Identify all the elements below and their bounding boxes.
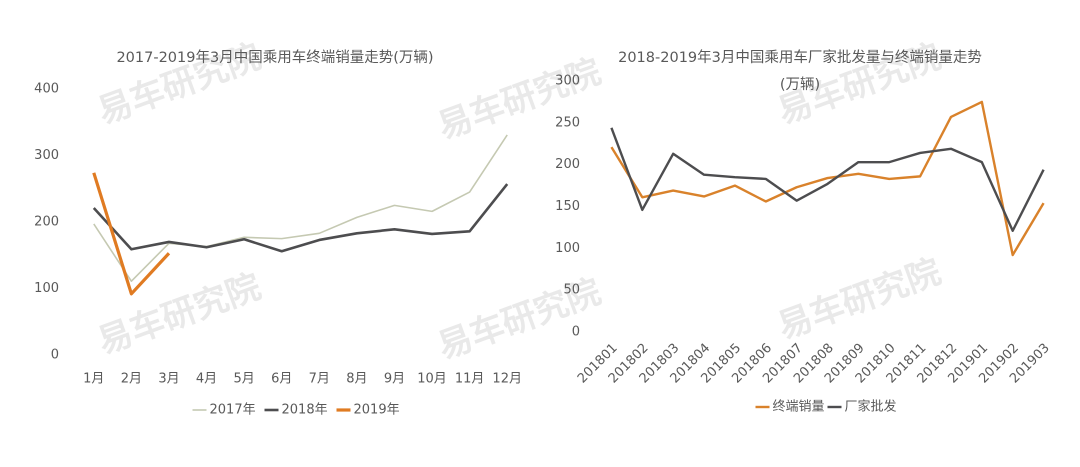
series-line <box>610 100 1045 257</box>
x-tick-label: 5月 <box>233 372 254 387</box>
y-tick-label: 0 <box>51 348 59 363</box>
chart-title: 2017-2019年3月中国乘用车终端销量走势(万辆) <box>116 49 433 66</box>
watermark: 易车研究院 <box>433 272 606 368</box>
watermark: 易车研究院 <box>773 252 946 348</box>
legend-label: 2017年 <box>210 403 256 418</box>
series-line <box>92 172 171 296</box>
y-tick-label: 200 <box>555 157 580 172</box>
x-tick-label: 11月 <box>455 372 485 387</box>
x-tick-label: 9月 <box>384 372 405 387</box>
chart-title: 2018-2019年3月中国乘用车厂家批发量与终端销量走势 <box>618 49 982 66</box>
y-tick-label: 250 <box>555 115 580 130</box>
x-tick-label: 7月 <box>309 372 330 387</box>
legend-label: 厂家批发 <box>845 399 897 415</box>
legend-label: 2019年 <box>354 403 400 418</box>
y-tick-label: 300 <box>555 74 580 89</box>
x-tick-label: 3月 <box>158 372 179 387</box>
y-tick-label: 400 <box>34 82 59 97</box>
series-line <box>93 134 508 282</box>
x-tick-label: 4月 <box>196 372 217 387</box>
x-tick-label: 6月 <box>271 372 292 387</box>
x-tick-label: 8月 <box>346 372 367 387</box>
y-tick-label: 200 <box>34 215 59 230</box>
chart-subtitle: (万辆) <box>780 76 820 93</box>
y-tick-label: 100 <box>34 281 59 296</box>
y-tick-label: 150 <box>555 199 580 214</box>
y-tick-label: 100 <box>555 241 580 256</box>
y-tick-label: 50 <box>563 283 580 298</box>
legend-label: 2018年 <box>282 403 328 418</box>
series-line <box>92 183 509 253</box>
x-tick-label: 10月 <box>417 372 447 387</box>
y-tick-label: 300 <box>34 148 59 163</box>
y-tick-label: 0 <box>572 325 580 340</box>
watermark: 易车研究院 <box>93 267 266 363</box>
series-line <box>610 127 1045 232</box>
x-tick-label: 1月 <box>83 372 104 387</box>
legend-label: 终端销量 <box>773 399 825 415</box>
watermark: 易车研究院 <box>433 52 606 148</box>
x-tick-label: 2月 <box>121 372 142 387</box>
x-tick-label: 12月 <box>492 372 522 387</box>
